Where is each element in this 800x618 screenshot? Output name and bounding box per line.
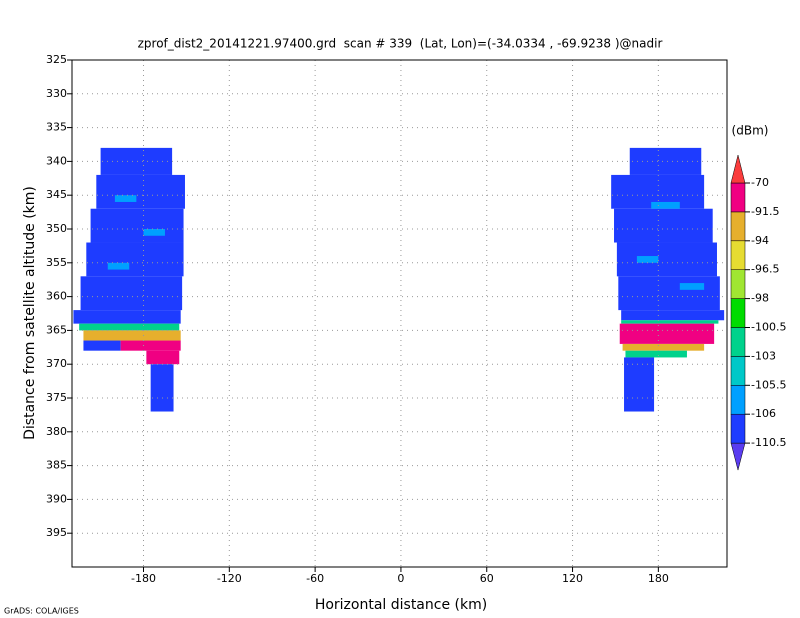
- y-tick-label: 380: [46, 425, 67, 438]
- colorbar-label: -105.5: [751, 378, 786, 391]
- y-tick-label: 325: [46, 53, 67, 66]
- colorbar-label: -106: [751, 407, 776, 420]
- y-tick-label: 370: [46, 357, 67, 370]
- x-tick-label: 120: [562, 572, 583, 585]
- cell: [100, 147, 173, 175]
- cell: [80, 276, 183, 311]
- y-tick-label: 345: [46, 188, 67, 201]
- colorbar-label: -70: [751, 176, 769, 189]
- cell: [150, 364, 174, 412]
- y-tick-label: 330: [46, 87, 67, 100]
- chart-title: zprof_dist2_20141221.97400.grd scan # 33…: [138, 37, 663, 51]
- cell: [73, 310, 181, 324]
- cell: [651, 201, 680, 209]
- colorbar-box: [730, 356, 746, 386]
- y-tick-label: 360: [46, 290, 67, 303]
- cell: [83, 330, 181, 341]
- y-tick-label: 395: [46, 526, 67, 539]
- y-tick-label: 390: [46, 492, 67, 505]
- y-tick-label: 355: [46, 256, 67, 269]
- colorbar-label: -91.5: [751, 205, 779, 218]
- y-tick-label: 375: [46, 391, 67, 404]
- colorbar-label: -110.5: [751, 436, 786, 449]
- x-tick-label: 0: [397, 572, 404, 585]
- footer: GrADS: COLA/IGES: [4, 607, 79, 616]
- y-tick-label: 335: [46, 121, 67, 134]
- cell: [622, 343, 705, 351]
- colorbar-box: [730, 182, 746, 213]
- colorbar-box: [730, 211, 746, 242]
- colorbar-box: [730, 385, 746, 415]
- x-tick-label: 60: [480, 572, 494, 585]
- cell: [614, 208, 713, 243]
- colorbar-box: [730, 327, 746, 357]
- cell: [96, 174, 185, 209]
- y-tick-label: 340: [46, 154, 67, 167]
- cell: [146, 350, 180, 365]
- x-tick-label: -180: [131, 572, 156, 585]
- y-axis-label: Distance from satellite altitude (km): [22, 186, 38, 440]
- x-tick-label: 180: [648, 572, 669, 585]
- cell: [624, 357, 655, 412]
- cell: [636, 256, 659, 263]
- cell: [86, 242, 184, 277]
- cell: [79, 323, 180, 331]
- colorbar-triangle: [730, 154, 746, 184]
- colorbar-box: [730, 269, 746, 299]
- colorbar-label: -98: [751, 292, 769, 305]
- colorbar-label: -94: [751, 234, 769, 247]
- cell: [619, 323, 715, 344]
- x-tick-label: -60: [306, 572, 324, 585]
- x-axis-label: Horizontal distance (km): [315, 597, 487, 613]
- cell: [83, 340, 121, 351]
- cell: [621, 310, 725, 321]
- cell: [629, 147, 702, 175]
- colorbar-label: -96.5: [751, 263, 779, 276]
- cell: [107, 262, 130, 270]
- cell: [143, 229, 165, 236]
- x-tick-label: -120: [217, 572, 242, 585]
- cell: [679, 283, 705, 290]
- y-tick-label: 350: [46, 222, 67, 235]
- colorbar-box: [730, 298, 746, 328]
- cell: [114, 195, 137, 202]
- y-tick-label: 365: [46, 323, 67, 336]
- cell: [120, 340, 181, 351]
- colorbar-box: [730, 240, 746, 270]
- cell: [90, 208, 184, 243]
- colorbar-label: -103: [751, 349, 776, 362]
- cell: [616, 242, 717, 277]
- colorbar-label: -100.5: [751, 321, 786, 334]
- cell: [618, 276, 720, 311]
- cell: [625, 350, 687, 358]
- cell: [621, 320, 719, 324]
- y-tick-label: 385: [46, 459, 67, 472]
- colorbar-label: (dBm): [732, 124, 769, 138]
- plot-frame: [71, 59, 728, 568]
- colorbar-box: [730, 413, 746, 444]
